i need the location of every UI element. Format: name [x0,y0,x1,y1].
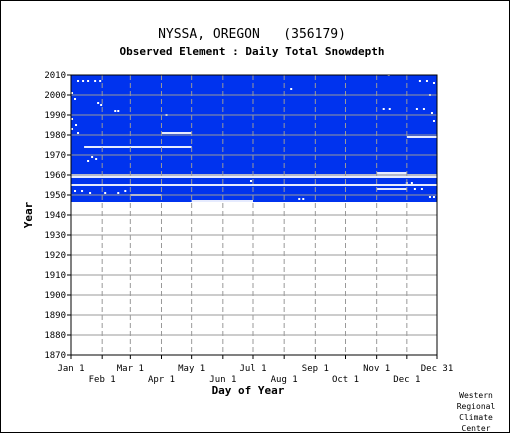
x-tick-label: Sep 1 [302,364,329,374]
missing-day-mark [81,190,84,192]
y-tick-label: 1870 [44,351,66,361]
y-tick-label: 1950 [44,191,66,201]
missing-day-mark [114,110,117,112]
y-tick-label: 1890 [44,311,66,321]
missing-day-mark [89,192,92,194]
missing-day-mark [95,158,98,160]
missing-day-mark [97,102,100,104]
missing-day-mark [77,80,80,82]
credit-line-3: Climate [459,413,493,422]
missing-day-mark [74,190,77,192]
x-tick-label: Mar 1 [117,364,144,374]
missing-day-mark [432,196,435,198]
y-tick-label: 2010 [44,71,66,81]
y-tick-label: 1990 [44,111,66,121]
x-tick-label: Nov 1 [363,364,390,374]
missing-day-mark [415,108,418,110]
y-tick-label: 1970 [44,151,66,161]
x-tick-label: Dec 1 [393,375,420,385]
missing-day-mark [249,180,252,182]
missing-day-mark [430,112,433,114]
missing-day-mark [94,80,97,82]
missing-day-mark [82,80,85,82]
x-tick-label: Feb 1 [89,375,116,385]
missing-day-mark [432,82,435,84]
y-tick-label: 1940 [44,211,66,221]
missing-day-mark [298,198,301,200]
missing-day-mark [117,110,120,112]
gap-row [84,146,192,148]
missing-day-mark [104,192,107,194]
x-tick-label: May 1 [178,364,205,374]
y-axis-label: Year [22,201,35,228]
x-tick-label: Jun 1 [209,375,236,385]
y-tick-label: 1960 [44,171,66,181]
missing-day-mark [302,198,305,200]
missing-day-mark [87,160,90,162]
missing-day-mark [100,104,103,106]
missing-day-mark [71,92,74,94]
x-tick-label: Jan 1 [57,364,84,374]
y-tick-label: 1910 [44,271,66,281]
x-tick-label: Aug 1 [271,375,298,385]
missing-day-mark [418,80,421,82]
x-tick-label: Dec 31 [421,364,454,374]
missing-day-mark [382,108,385,110]
missing-day-mark [388,108,391,110]
missing-day-mark [425,80,428,82]
missing-day-mark [410,182,413,184]
credit-line-2: Regional [457,402,496,411]
missing-day-mark [124,190,127,192]
missing-day-mark [75,124,78,126]
y-tick-label: 1900 [44,291,66,301]
chart-title: NYSSA, OREGON (356179) [158,27,346,42]
missing-day-mark [87,80,90,82]
missing-day-mark [99,80,102,82]
gap-row [376,188,407,190]
grid [70,74,438,356]
coverage-block [71,75,437,202]
coverage-block [252,200,437,202]
missing-day-mark [117,192,120,194]
missing-day-mark [74,98,77,100]
x-axis-label: Day of Year [212,384,285,397]
y-tick-label: 1980 [44,131,66,141]
missing-day-mark [91,156,94,158]
gap-row [376,172,407,174]
missing-day-mark [422,108,425,110]
credit-line-4: Center [462,424,491,433]
gap-row [406,136,437,138]
gap-row [71,184,437,186]
y-tick-label: 1920 [44,251,66,261]
axis-ticks: 1870 1880 1890 1900 1910 1920 1930 1940 1950 1960… [44,71,453,385]
missing-day-mark [428,196,431,198]
credit-line-1: Western [459,391,493,400]
missing-day-mark [71,118,74,120]
chart-subtitle: Observed Element : Daily Total Snowdepth [120,45,385,58]
missing-day-mark [290,88,293,90]
missing-day-mark [413,188,416,190]
missing-day-mark [432,120,435,122]
wrcc-credit: Western Regional Climate Center [457,391,496,433]
x-tick-label: Oct 1 [332,375,359,385]
missing-day-mark [420,188,423,190]
y-tick-label: 2000 [44,91,66,101]
x-tick-label: Apr 1 [148,375,175,385]
missing-day-mark [77,132,80,134]
missing-day-mark [71,128,74,130]
y-tick-label: 1930 [44,231,66,241]
y-tick-label: 1880 [44,331,66,341]
x-tick-label: Jul 1 [239,364,266,374]
gap-row [71,176,437,178]
gap-row [191,200,253,202]
gap-row [161,132,192,134]
